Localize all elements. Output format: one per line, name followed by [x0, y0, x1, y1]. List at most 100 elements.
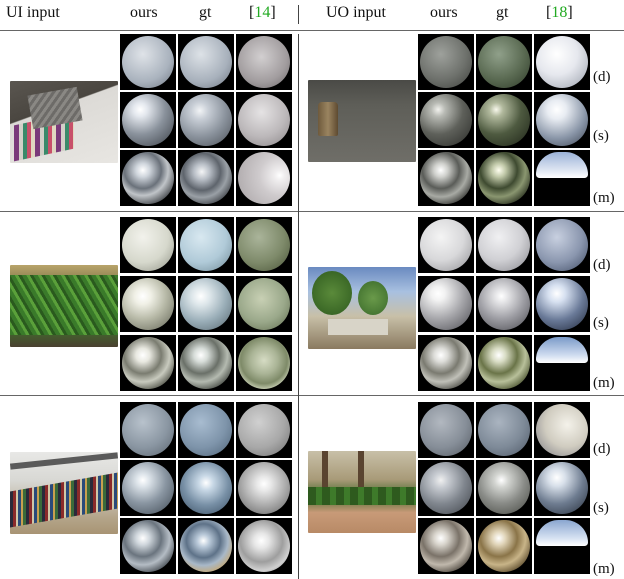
- header-gt-right: gt: [496, 4, 509, 21]
- header-ref-left: [14]: [249, 4, 276, 22]
- g1-gt-diffuse-outdoor: [476, 34, 532, 90]
- g2-gt-mirror: [178, 335, 234, 391]
- header-ui-input: UI input: [6, 4, 60, 21]
- row-label-mirror-1: (m): [593, 190, 615, 206]
- g3-ours-mirror: [120, 518, 176, 574]
- g2-gt-mirror-outdoor: [476, 335, 532, 391]
- header-gt-left: gt: [199, 4, 212, 21]
- knit-blanket: [27, 86, 83, 130]
- g2-ref-diffuse: [236, 217, 292, 273]
- shelf-top: [10, 452, 118, 470]
- g3-ours-diffuse-outdoor: [418, 402, 474, 458]
- tree-trunk-1: [322, 451, 328, 501]
- outdoor-input-photo-3: [308, 451, 416, 533]
- column-separator: [298, 34, 299, 579]
- g1-ref-specular: [236, 92, 292, 148]
- row-label-specular-2: (s): [593, 315, 609, 331]
- g2-ref-specular: [236, 276, 292, 332]
- g3-ref-mirror-outdoor: [534, 518, 590, 574]
- g3-gt-diffuse-outdoor: [476, 402, 532, 458]
- ref-right-num[interactable]: 18: [551, 4, 568, 21]
- hedge: [308, 487, 416, 505]
- books: [10, 472, 118, 528]
- g3-gt-mirror: [178, 518, 234, 574]
- g3-ours-specular-outdoor: [418, 460, 474, 516]
- header-ours-left: ours: [130, 4, 158, 21]
- g3-ref-specular-outdoor: [534, 460, 590, 516]
- outdoor-input-photo-1: [308, 80, 416, 162]
- g3-ref-mirror: [236, 518, 292, 574]
- g2-ours-mirror: [120, 335, 176, 391]
- g1-ours-mirror-outdoor: [418, 150, 474, 206]
- header-ref-right: [18]: [546, 4, 573, 22]
- g3-gt-diffuse: [178, 402, 234, 458]
- g2-ours-diffuse-outdoor: [418, 217, 474, 273]
- outdoor-input-photo-2: [308, 267, 416, 349]
- g1-ref-mirror-outdoor: [534, 150, 590, 206]
- g3-ref-diffuse: [236, 402, 292, 458]
- g1-ref-specular-outdoor: [534, 92, 590, 148]
- g2-ours-specular: [120, 276, 176, 332]
- g1-ref-mirror: [236, 150, 292, 206]
- g3-ours-mirror-outdoor: [418, 518, 474, 574]
- ref-left-open: [: [249, 4, 255, 21]
- row-label-mirror-2: (m): [593, 375, 615, 391]
- g1-ref-diffuse-outdoor: [534, 34, 590, 90]
- g1-ours-mirror: [120, 150, 176, 206]
- g1-ours-specular: [120, 92, 176, 148]
- g2-gt-diffuse-outdoor: [476, 217, 532, 273]
- g2-ref-mirror-outdoor: [534, 335, 590, 391]
- header-ours-right: ours: [430, 4, 458, 21]
- row-label-diffuse-3: (d): [593, 441, 611, 457]
- indoor-input-photo-2: [10, 265, 118, 347]
- g1-gt-mirror: [178, 150, 234, 206]
- ref-right-open: [: [546, 4, 552, 21]
- g2-ours-diffuse: [120, 217, 176, 273]
- g3-ours-specular: [120, 460, 176, 516]
- header-separator: [298, 5, 299, 24]
- g2-ref-diffuse-outdoor: [534, 217, 590, 273]
- group-divider-1: [0, 211, 624, 212]
- g3-ours-diffuse: [120, 402, 176, 458]
- g1-ours-diffuse-outdoor: [418, 34, 474, 90]
- row-label-mirror-3: (m): [593, 561, 615, 577]
- row-label-specular-3: (s): [593, 500, 609, 516]
- tree-left: [312, 271, 352, 315]
- ref-right-close: ]: [567, 4, 573, 21]
- g2-gt-specular: [178, 276, 234, 332]
- tree-trunk-2: [358, 451, 364, 491]
- g2-ours-mirror-outdoor: [418, 335, 474, 391]
- g3-gt-specular-outdoor: [476, 460, 532, 516]
- g1-gt-specular-outdoor: [476, 92, 532, 148]
- g1-ours-diffuse: [120, 34, 176, 90]
- ref-left-close: ]: [270, 4, 276, 21]
- g1-gt-specular: [178, 92, 234, 148]
- g3-gt-specular: [178, 460, 234, 516]
- g2-gt-diffuse: [178, 217, 234, 273]
- header-uo-input: UO input: [326, 4, 386, 21]
- g1-ref-diffuse: [236, 34, 292, 90]
- g2-ref-specular-outdoor: [534, 276, 590, 332]
- g3-gt-mirror-outdoor: [476, 518, 532, 574]
- g2-ref-mirror: [236, 335, 292, 391]
- indoor-input-photo-1: [10, 81, 118, 163]
- row-label-diffuse-2: (d): [593, 257, 611, 273]
- g3-ref-specular: [236, 460, 292, 516]
- g1-gt-mirror-outdoor: [476, 150, 532, 206]
- wooden-stump: [318, 102, 338, 136]
- g2-gt-specular-outdoor: [476, 276, 532, 332]
- row-label-diffuse-1: (d): [593, 69, 611, 85]
- bench: [328, 319, 388, 335]
- header-rule: [0, 30, 624, 31]
- indoor-input-photo-3: [10, 452, 118, 534]
- group-divider-2: [0, 395, 624, 396]
- g2-ours-specular-outdoor: [418, 276, 474, 332]
- g1-gt-diffuse: [178, 34, 234, 90]
- ref-left-num[interactable]: 14: [254, 4, 271, 21]
- g3-ref-diffuse-outdoor: [534, 402, 590, 458]
- g1-ours-specular-outdoor: [418, 92, 474, 148]
- row-label-specular-1: (s): [593, 128, 609, 144]
- tree-middle: [358, 281, 388, 315]
- green-plant: [10, 275, 118, 335]
